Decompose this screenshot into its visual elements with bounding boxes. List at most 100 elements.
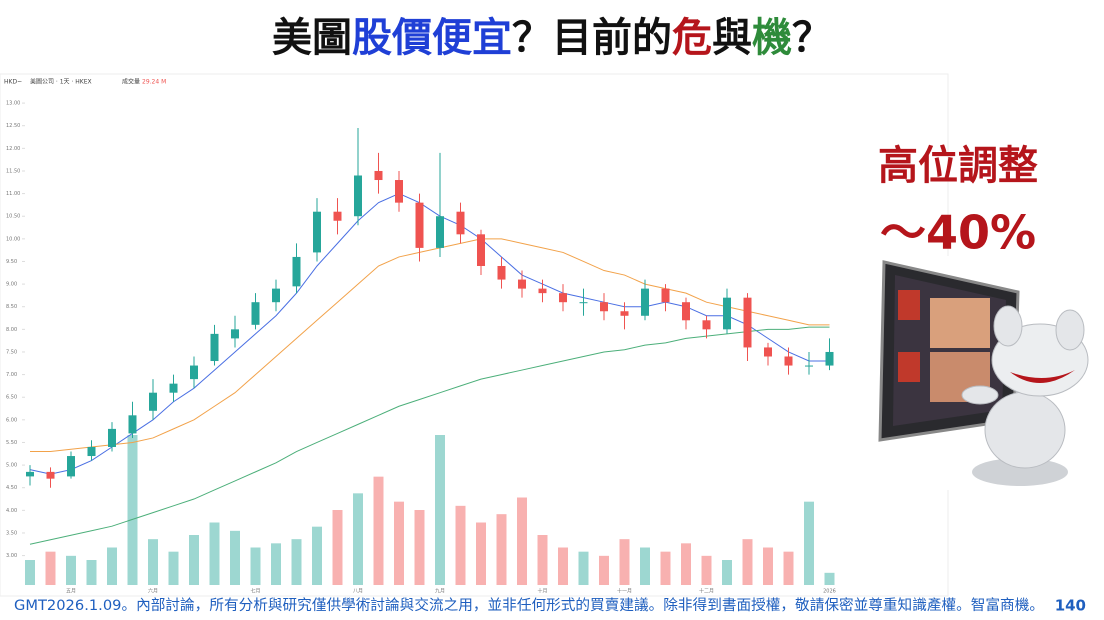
candle-body	[313, 211, 321, 253]
volume-bar	[86, 560, 97, 585]
robot-base	[972, 458, 1068, 486]
candle-body	[333, 211, 342, 221]
x-tick-label: 十一月	[617, 588, 632, 595]
candle-body	[825, 351, 834, 366]
candle-body	[395, 180, 403, 203]
candle-body	[149, 392, 157, 411]
y-tick-label: 5.00	[6, 463, 17, 469]
volume-bar	[66, 555, 76, 585]
x-tick-label: 五月	[66, 589, 76, 595]
volume-bar	[517, 497, 527, 585]
candle-body	[87, 446, 96, 457]
y-tick-label: 7.50	[6, 349, 17, 355]
page-number: 140	[1055, 597, 1086, 615]
candle-body	[415, 202, 424, 248]
volume-bar	[168, 551, 179, 585]
volume-bar	[312, 526, 322, 585]
candle-body	[169, 383, 178, 393]
y-tick-label: 11.50	[6, 168, 20, 174]
candle-body	[251, 302, 260, 325]
y-tick-label: 3.50	[6, 530, 17, 536]
volume-bar	[189, 535, 199, 585]
title-part: 美圖	[272, 15, 352, 61]
candle-body	[354, 175, 362, 217]
x-tick-label: 十二月	[699, 588, 714, 595]
volume-bar	[45, 551, 56, 585]
candle-body	[67, 456, 75, 477]
candle-body	[477, 234, 485, 266]
x-tick-label: 六月	[148, 588, 158, 595]
volume-bar	[660, 551, 671, 585]
candle-body	[805, 365, 813, 367]
y-tick-label: 12.50	[6, 123, 20, 129]
volume-bar	[537, 535, 548, 585]
volume-bar	[496, 514, 507, 585]
volume-bar	[783, 551, 794, 585]
candle-body	[620, 311, 629, 316]
candle-body	[682, 302, 690, 321]
slide-title: 美圖股價便宜？目前的危與機？	[272, 15, 832, 61]
robot-ear	[993, 305, 1023, 347]
volume-bar	[640, 547, 650, 585]
title-part: ？	[792, 15, 832, 61]
candle-body	[702, 320, 711, 330]
x-tick-label: 七月	[250, 588, 260, 595]
volume-bar	[394, 501, 404, 585]
volume-bar	[763, 547, 773, 585]
volume-bar	[332, 510, 343, 585]
candle-body	[743, 297, 752, 348]
footer: GMT2026.1.09。內部討論，所有分析與研究僅供學術討論與交流之用，並非任…	[14, 596, 1044, 614]
candle-body	[231, 329, 239, 339]
candle-body	[579, 302, 588, 304]
volume-bar	[353, 493, 363, 585]
candle-body	[600, 302, 608, 312]
screen-image	[930, 298, 990, 348]
candle-body	[190, 365, 198, 380]
candle-body	[210, 333, 219, 362]
y-tick-label: 10.50	[6, 214, 20, 220]
volume-bar	[558, 547, 568, 585]
candle-body	[641, 288, 649, 316]
y-tick-label: 13.00	[6, 101, 20, 107]
y-tick-label: 9.00	[6, 282, 17, 288]
y-tick-label: 10.00	[6, 236, 20, 242]
chart-frame	[0, 73, 949, 597]
candle-body	[661, 288, 670, 303]
volume-bar	[25, 560, 35, 585]
volume-bar	[291, 539, 302, 585]
robot-arm	[961, 385, 999, 405]
volume-bar	[824, 572, 835, 585]
x-tick-label: 八月	[353, 589, 363, 595]
title-part: 危	[672, 15, 712, 61]
title-part: 機	[752, 15, 792, 61]
robot-body	[984, 391, 1066, 469]
robot-ear	[1055, 309, 1085, 351]
y-tick-label: 8.50	[6, 304, 17, 310]
candle-body	[497, 265, 506, 280]
volume-bar	[578, 551, 589, 585]
volume-bar	[271, 543, 281, 585]
candle-body	[374, 170, 383, 181]
y-tick-label: 6.50	[6, 395, 17, 401]
volume-bar	[619, 539, 630, 585]
y-tick-label: 4.00	[6, 508, 17, 514]
candle-body	[272, 288, 280, 303]
volume-bar	[148, 539, 158, 585]
illustration	[852, 256, 1089, 490]
moving-average	[29, 326, 830, 545]
y-tick-label: 7.00	[6, 372, 17, 378]
volume-bar	[701, 555, 712, 585]
screen-tile	[898, 352, 920, 382]
volume-bar	[476, 522, 486, 585]
volume-bar	[373, 476, 384, 585]
volume-last: 29.24 M	[142, 79, 166, 86]
volume-bar	[250, 547, 261, 585]
candle-body	[26, 471, 34, 477]
volume-bar	[455, 505, 466, 585]
candle-body	[128, 415, 137, 434]
symbol: 美圖公司 · 1天 · HKEX	[30, 78, 92, 86]
volume-bar	[127, 435, 138, 585]
robot-mouth	[1010, 370, 1075, 384]
y-tick-label: 11.00	[6, 191, 20, 197]
